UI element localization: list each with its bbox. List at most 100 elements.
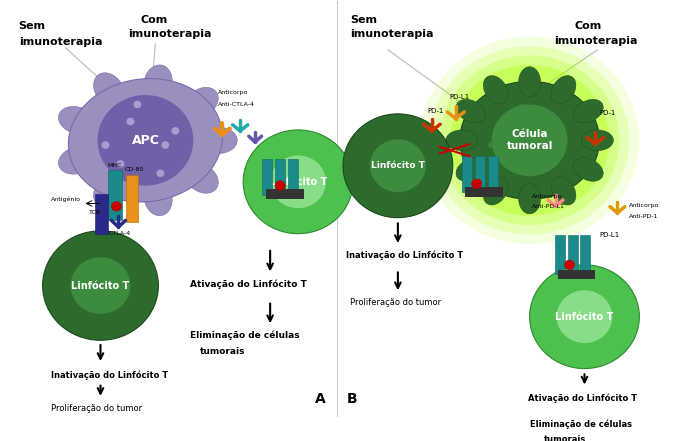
Text: B: B xyxy=(347,392,357,406)
Text: Proliferação do tumor: Proliferação do tumor xyxy=(50,404,142,413)
Text: tumorais: tumorais xyxy=(201,347,246,356)
Bar xyxy=(474,156,485,192)
Ellipse shape xyxy=(184,87,218,118)
Text: Anticorpo: Anticorpo xyxy=(218,90,248,95)
Text: Linfócito T: Linfócito T xyxy=(371,161,425,170)
Text: Antigénio: Antigénio xyxy=(50,196,81,202)
Ellipse shape xyxy=(69,78,222,202)
Circle shape xyxy=(127,118,135,125)
Circle shape xyxy=(270,155,326,208)
Bar xyxy=(262,159,272,195)
Circle shape xyxy=(557,290,612,343)
Circle shape xyxy=(116,160,125,168)
Text: Linfócito T: Linfócito T xyxy=(555,312,614,321)
Circle shape xyxy=(112,202,121,211)
Text: Eliminação de células: Eliminação de células xyxy=(530,419,631,429)
Text: PD-L1: PD-L1 xyxy=(450,94,470,100)
Circle shape xyxy=(71,257,131,314)
Bar xyxy=(127,175,139,222)
Ellipse shape xyxy=(59,146,96,174)
Circle shape xyxy=(162,141,170,149)
Ellipse shape xyxy=(144,180,172,216)
Ellipse shape xyxy=(184,163,218,193)
Text: imunoterapia: imunoterapia xyxy=(19,37,102,47)
Circle shape xyxy=(544,145,551,151)
Bar xyxy=(465,187,503,197)
Bar xyxy=(462,156,472,192)
Text: Com: Com xyxy=(575,22,602,31)
Circle shape xyxy=(450,65,610,216)
Text: APC: APC xyxy=(131,134,160,147)
Ellipse shape xyxy=(456,158,486,181)
Circle shape xyxy=(488,142,495,148)
Bar xyxy=(94,194,108,234)
Bar xyxy=(275,159,285,195)
Text: Inativação do Linfócito T: Inativação do Linfócito T xyxy=(50,370,168,380)
Ellipse shape xyxy=(483,177,508,205)
Text: Proliferação do tumor: Proliferação do tumor xyxy=(350,298,441,307)
Ellipse shape xyxy=(551,75,576,104)
Text: Sem: Sem xyxy=(350,15,377,25)
Text: MHC: MHC xyxy=(108,163,122,168)
Text: Linfócito T: Linfócito T xyxy=(269,177,327,187)
Text: TCR: TCR xyxy=(89,210,101,215)
Text: PD-L1: PD-L1 xyxy=(600,232,620,239)
Text: Anti-PD-L1: Anti-PD-L1 xyxy=(532,205,565,209)
Bar xyxy=(108,171,122,220)
Ellipse shape xyxy=(144,65,172,101)
Ellipse shape xyxy=(551,177,576,205)
Ellipse shape xyxy=(581,130,613,151)
Text: Anti-CTLA-4: Anti-CTLA-4 xyxy=(218,101,255,107)
Circle shape xyxy=(530,265,639,369)
Ellipse shape xyxy=(199,127,237,153)
Text: Eliminação de células: Eliminação de células xyxy=(190,331,300,340)
Bar xyxy=(555,235,565,274)
Text: Anti-PD-1: Anti-PD-1 xyxy=(629,214,659,219)
Ellipse shape xyxy=(94,174,125,208)
Text: Ativação do Linfócito T: Ativação do Linfócito T xyxy=(190,280,307,289)
Text: Ativação do Linfócito T: Ativação do Linfócito T xyxy=(528,393,637,403)
Text: Com: Com xyxy=(141,15,168,25)
Ellipse shape xyxy=(460,81,600,199)
Text: CTLA-4: CTLA-4 xyxy=(108,231,131,236)
Circle shape xyxy=(275,181,285,190)
Ellipse shape xyxy=(483,75,508,104)
Bar xyxy=(266,189,304,199)
Circle shape xyxy=(439,56,619,225)
Ellipse shape xyxy=(94,73,125,107)
Circle shape xyxy=(102,141,110,149)
Text: Sem: Sem xyxy=(19,22,46,31)
Circle shape xyxy=(156,169,164,177)
Ellipse shape xyxy=(446,130,478,151)
Text: imunoterapia: imunoterapia xyxy=(350,29,433,39)
Circle shape xyxy=(501,156,508,162)
Circle shape xyxy=(172,127,179,135)
Circle shape xyxy=(343,114,453,218)
Circle shape xyxy=(565,260,575,269)
Bar xyxy=(581,235,590,274)
Text: Inativação do Linfócito T: Inativação do Linfócito T xyxy=(346,250,463,260)
Circle shape xyxy=(554,126,561,132)
Text: Célula
tumoral: Célula tumoral xyxy=(506,130,553,151)
Bar xyxy=(567,235,577,274)
Ellipse shape xyxy=(59,106,96,134)
Text: imunoterapia: imunoterapia xyxy=(555,36,638,45)
Bar xyxy=(288,159,298,195)
Circle shape xyxy=(541,165,548,172)
Circle shape xyxy=(511,120,518,127)
Circle shape xyxy=(430,46,629,235)
Text: Linfócito T: Linfócito T xyxy=(71,280,130,291)
Circle shape xyxy=(133,101,141,108)
Ellipse shape xyxy=(456,99,486,123)
Text: CD-80: CD-80 xyxy=(125,168,144,172)
Bar xyxy=(557,269,596,279)
Text: A: A xyxy=(315,392,326,406)
Circle shape xyxy=(420,37,639,244)
Circle shape xyxy=(518,104,525,111)
Ellipse shape xyxy=(573,99,603,123)
Circle shape xyxy=(492,105,567,176)
Text: imunoterapia: imunoterapia xyxy=(129,29,212,39)
Bar xyxy=(488,156,497,192)
Circle shape xyxy=(243,130,353,234)
Ellipse shape xyxy=(519,67,540,97)
